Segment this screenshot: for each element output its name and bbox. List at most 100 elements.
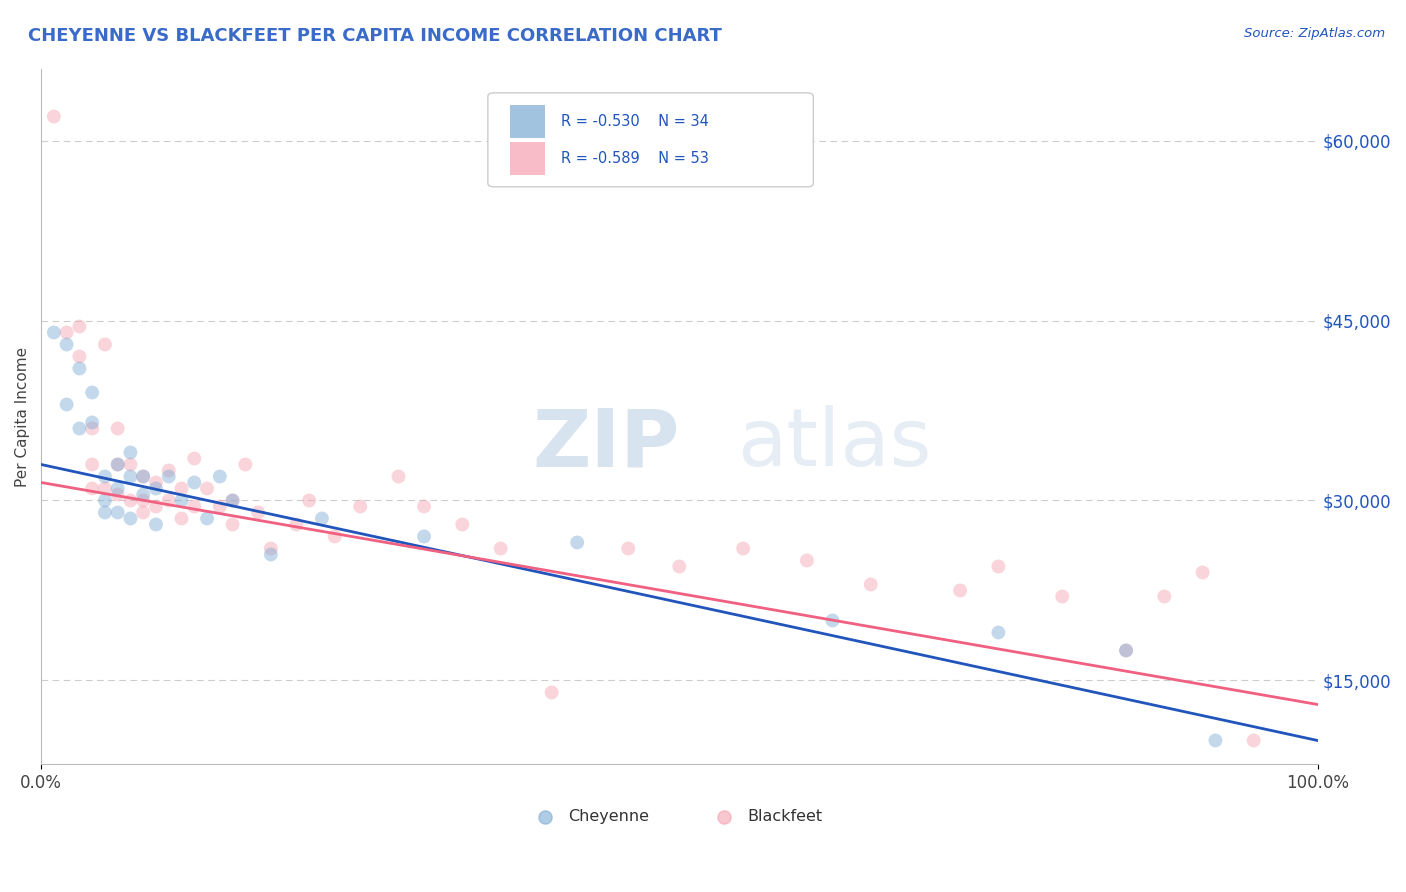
- Point: [145, 475, 167, 490]
- Point: [183, 475, 205, 490]
- Point: [195, 482, 218, 496]
- Point: [260, 548, 283, 562]
- Point: [55, 337, 77, 351]
- Text: Source: ZipAtlas.com: Source: ZipAtlas.com: [1244, 27, 1385, 40]
- Point: [132, 469, 155, 483]
- Point: [107, 482, 129, 496]
- Text: R = -0.530    N = 34: R = -0.530 N = 34: [561, 114, 709, 129]
- Point: [617, 541, 640, 556]
- Point: [668, 559, 690, 574]
- Point: [120, 445, 142, 459]
- Point: [82, 385, 104, 400]
- Point: [157, 463, 180, 477]
- Point: [1115, 643, 1137, 657]
- FancyBboxPatch shape: [509, 142, 546, 175]
- Point: [183, 500, 205, 514]
- Point: [82, 416, 104, 430]
- FancyBboxPatch shape: [488, 93, 813, 186]
- Point: [132, 487, 155, 501]
- Point: [67, 361, 90, 376]
- Point: [107, 421, 129, 435]
- Point: [413, 500, 436, 514]
- Point: [1115, 643, 1137, 657]
- Point: [145, 500, 167, 514]
- Point: [247, 506, 270, 520]
- Point: [451, 517, 474, 532]
- Text: ZIP: ZIP: [533, 405, 679, 483]
- Point: [1243, 733, 1265, 747]
- Point: [145, 517, 167, 532]
- Point: [107, 506, 129, 520]
- Text: atlas: atlas: [737, 405, 931, 483]
- Point: [540, 685, 562, 699]
- Point: [157, 493, 180, 508]
- Point: [567, 535, 589, 549]
- Point: [949, 583, 972, 598]
- Point: [233, 458, 256, 472]
- Point: [285, 517, 308, 532]
- Point: [94, 469, 117, 483]
- Point: [120, 493, 142, 508]
- Point: [132, 469, 155, 483]
- Text: Blackfeet: Blackfeet: [747, 809, 823, 824]
- Point: [260, 541, 283, 556]
- Point: [82, 482, 104, 496]
- Point: [323, 529, 346, 543]
- Point: [67, 319, 90, 334]
- Point: [821, 614, 844, 628]
- Point: [1204, 733, 1226, 747]
- Point: [120, 469, 142, 483]
- Point: [132, 493, 155, 508]
- Point: [987, 625, 1010, 640]
- Point: [311, 511, 333, 525]
- Point: [859, 577, 882, 591]
- Point: [195, 511, 218, 525]
- Point: [1153, 590, 1175, 604]
- Point: [387, 469, 409, 483]
- Point: [120, 511, 142, 525]
- Point: [413, 529, 436, 543]
- Text: CHEYENNE VS BLACKFEET PER CAPITA INCOME CORRELATION CHART: CHEYENNE VS BLACKFEET PER CAPITA INCOME …: [28, 27, 723, 45]
- Point: [987, 559, 1010, 574]
- Point: [208, 469, 231, 483]
- Point: [67, 350, 90, 364]
- Point: [94, 337, 117, 351]
- Point: [170, 493, 193, 508]
- Y-axis label: Per Capita Income: Per Capita Income: [15, 346, 30, 486]
- Point: [713, 854, 735, 868]
- Point: [55, 326, 77, 340]
- Point: [1191, 566, 1213, 580]
- Point: [82, 421, 104, 435]
- Point: [107, 458, 129, 472]
- Point: [94, 482, 117, 496]
- Point: [120, 458, 142, 472]
- Point: [349, 500, 371, 514]
- Point: [221, 493, 243, 508]
- Point: [183, 451, 205, 466]
- Point: [170, 482, 193, 496]
- Point: [1052, 590, 1074, 604]
- Point: [94, 506, 117, 520]
- Point: [107, 487, 129, 501]
- Point: [170, 511, 193, 525]
- Point: [796, 553, 818, 567]
- Point: [221, 493, 243, 508]
- Text: Cheyenne: Cheyenne: [568, 809, 650, 824]
- Point: [157, 469, 180, 483]
- Text: R = -0.589    N = 53: R = -0.589 N = 53: [561, 151, 709, 166]
- Point: [733, 541, 755, 556]
- Point: [298, 493, 321, 508]
- Point: [221, 517, 243, 532]
- Point: [145, 482, 167, 496]
- Point: [55, 397, 77, 411]
- Point: [67, 421, 90, 435]
- Point: [107, 458, 129, 472]
- Point: [534, 854, 557, 868]
- Point: [208, 500, 231, 514]
- Point: [42, 326, 65, 340]
- Point: [94, 493, 117, 508]
- Point: [489, 541, 512, 556]
- Point: [132, 506, 155, 520]
- Point: [82, 458, 104, 472]
- FancyBboxPatch shape: [509, 104, 546, 138]
